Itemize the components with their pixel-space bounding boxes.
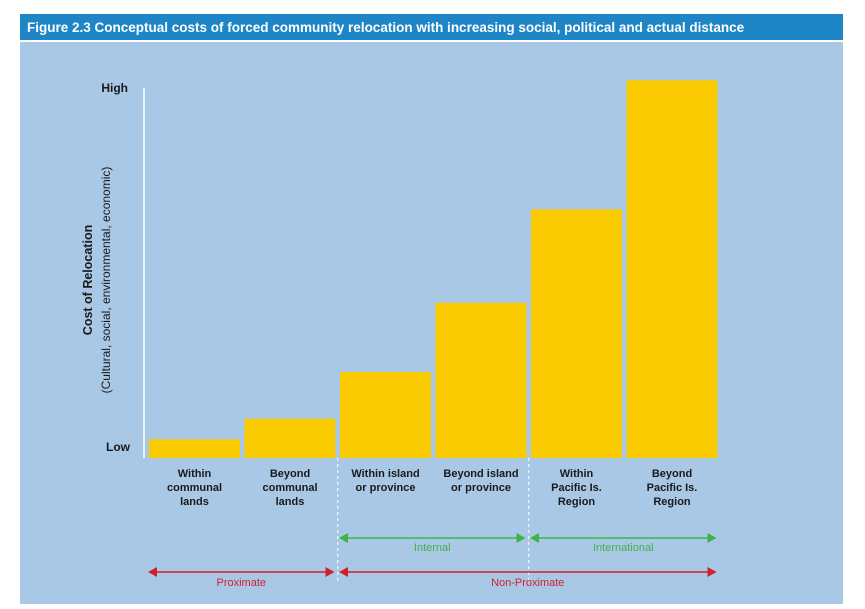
bar	[626, 80, 718, 458]
chart: High Low Cost of Relocation (Cultural, soci…	[81, 80, 718, 589]
group-arrow-head-right	[325, 567, 335, 577]
y-axis-title: Cost of Relocation	[81, 225, 95, 335]
x-category-label: Beyond communal lands	[262, 468, 317, 508]
group-arrow-head-right	[707, 567, 717, 577]
bar	[531, 209, 622, 458]
x-category-label: Beyond island or province	[443, 468, 518, 494]
group-label: Non-Proximate	[491, 577, 564, 589]
group-arrow-head-left	[339, 567, 348, 577]
x-category-label: Beyond Pacific Is. Region	[647, 468, 698, 508]
x-category-label: Within communal lands	[167, 468, 222, 508]
x-category-label: Within Pacific Is. Region	[551, 468, 602, 508]
bar	[340, 371, 431, 458]
bar	[149, 439, 240, 458]
group-arrow-head-left	[339, 533, 348, 543]
figure: Figure 2.3 Conceptual costs of forced co…	[20, 14, 843, 604]
figure-title: Figure 2.3 Conceptual costs of forced co…	[20, 14, 843, 42]
y-tick-label-low: Low	[106, 440, 131, 454]
y-tick-label-high: High	[101, 81, 128, 95]
group-label: Proximate	[216, 577, 266, 589]
group-label: International	[593, 542, 654, 554]
group-label: Internal	[414, 542, 451, 554]
group-arrow-head-right	[707, 533, 717, 543]
y-axis-subtitle: (Cultural, social, environmental, econom…	[99, 167, 113, 394]
group-arrow-head-left	[148, 567, 157, 577]
bar	[435, 302, 527, 458]
group-arrow-head-left	[530, 533, 539, 543]
bar	[244, 418, 336, 458]
group-arrow-head-right	[516, 533, 526, 543]
x-category-label: Within island or province	[351, 468, 419, 494]
